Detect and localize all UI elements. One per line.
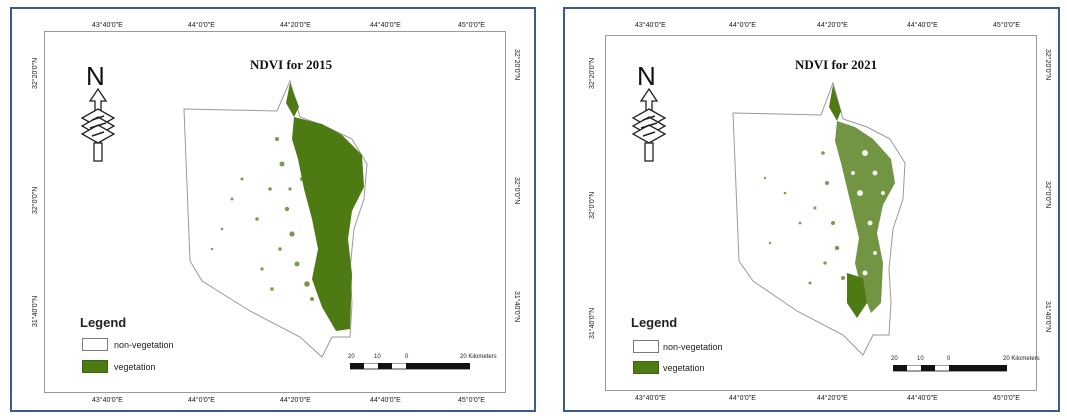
legend-swatch-non-vegetation (633, 340, 659, 353)
top-tick: 43°40'0"E (635, 22, 666, 29)
legend-title: Legend (80, 315, 127, 330)
bottom-tick: 44°0'0"E (729, 395, 756, 402)
scale-label: 10 (374, 354, 381, 360)
left-tick: 32°20'0"N (589, 57, 596, 89)
map-title: NDVI for 2021 (795, 57, 878, 72)
scale-label: 0 (405, 354, 409, 360)
bottom-tick: 44°0'0"E (188, 397, 215, 404)
legend-label: non-vegetation (663, 342, 723, 352)
legend-label: vegetation (114, 362, 156, 372)
legend-swatch-vegetation (82, 360, 108, 373)
bottom-tick: 45°0'0"E (993, 395, 1020, 402)
left-tick: 31°40'0"N (589, 307, 596, 339)
scale-label: 20 (348, 354, 355, 360)
top-tick: 44°0'0"E (188, 22, 215, 29)
right-tick: 32°20'0"N (1044, 49, 1051, 81)
scale-label: 20 (891, 356, 898, 362)
scale-label: 20 Kilometers (1003, 356, 1040, 362)
top-tick: 44°40'0"E (370, 22, 401, 29)
legend-swatch-vegetation (633, 361, 659, 374)
north-arrow-icon (631, 87, 667, 162)
bottom-tick: 43°40'0"E (635, 395, 666, 402)
right-tick: 32°0'0"N (513, 177, 520, 205)
right-tick: 31°40'0"N (1044, 301, 1051, 333)
ndvi-map-2021 (732, 81, 906, 356)
ndvi-map-2015 (183, 79, 368, 358)
map-panel-2015: 43°40'0"E 44°0'0"E 44°20'0"E 44°40'0"E 4… (10, 7, 536, 412)
left-tick: 32°0'0"N (589, 191, 596, 219)
north-label: N (637, 61, 656, 91)
top-tick: 43°40'0"E (92, 22, 123, 29)
map-panel-2021: 43°40'0"E 44°0'0"E 44°20'0"E 44°40'0"E 4… (563, 7, 1060, 412)
legend-label: non-vegetation (114, 340, 174, 350)
legend-title: Legend (631, 315, 678, 330)
top-tick: 44°20'0"E (817, 22, 848, 29)
legend-swatch-non-vegetation (82, 338, 108, 351)
top-tick: 44°20'0"E (280, 22, 311, 29)
left-tick: 31°40'0"N (32, 295, 39, 327)
top-tick: 45°0'0"E (993, 22, 1020, 29)
scale-label: 20 Kilometers (460, 354, 497, 360)
map-title: NDVI for 2015 (250, 57, 333, 72)
bottom-tick: 44°20'0"E (817, 395, 848, 402)
north-arrow-icon (80, 87, 116, 162)
scale-label: 0 (947, 356, 951, 362)
top-tick: 45°0'0"E (458, 22, 485, 29)
top-tick: 44°40'0"E (907, 22, 938, 29)
bottom-tick: 43°40'0"E (92, 397, 123, 404)
bottom-tick: 44°40'0"E (907, 395, 938, 402)
right-tick: 32°0'0"N (1044, 181, 1051, 209)
left-tick: 32°0'0"N (32, 186, 39, 214)
scale-bar (893, 365, 1007, 372)
left-tick: 32°20'0"N (32, 57, 39, 89)
bottom-tick: 44°20'0"E (280, 397, 311, 404)
scale-bar (350, 363, 470, 370)
legend-label: vegetation (663, 363, 705, 373)
top-tick: 44°0'0"E (729, 22, 756, 29)
north-label: N (86, 61, 105, 91)
bottom-tick: 44°40'0"E (370, 397, 401, 404)
scale-label: 10 (917, 356, 924, 362)
bottom-tick: 45°0'0"E (458, 397, 485, 404)
right-tick: 31°40'0"N (513, 291, 520, 323)
right-tick: 32°20'0"N (513, 49, 520, 81)
